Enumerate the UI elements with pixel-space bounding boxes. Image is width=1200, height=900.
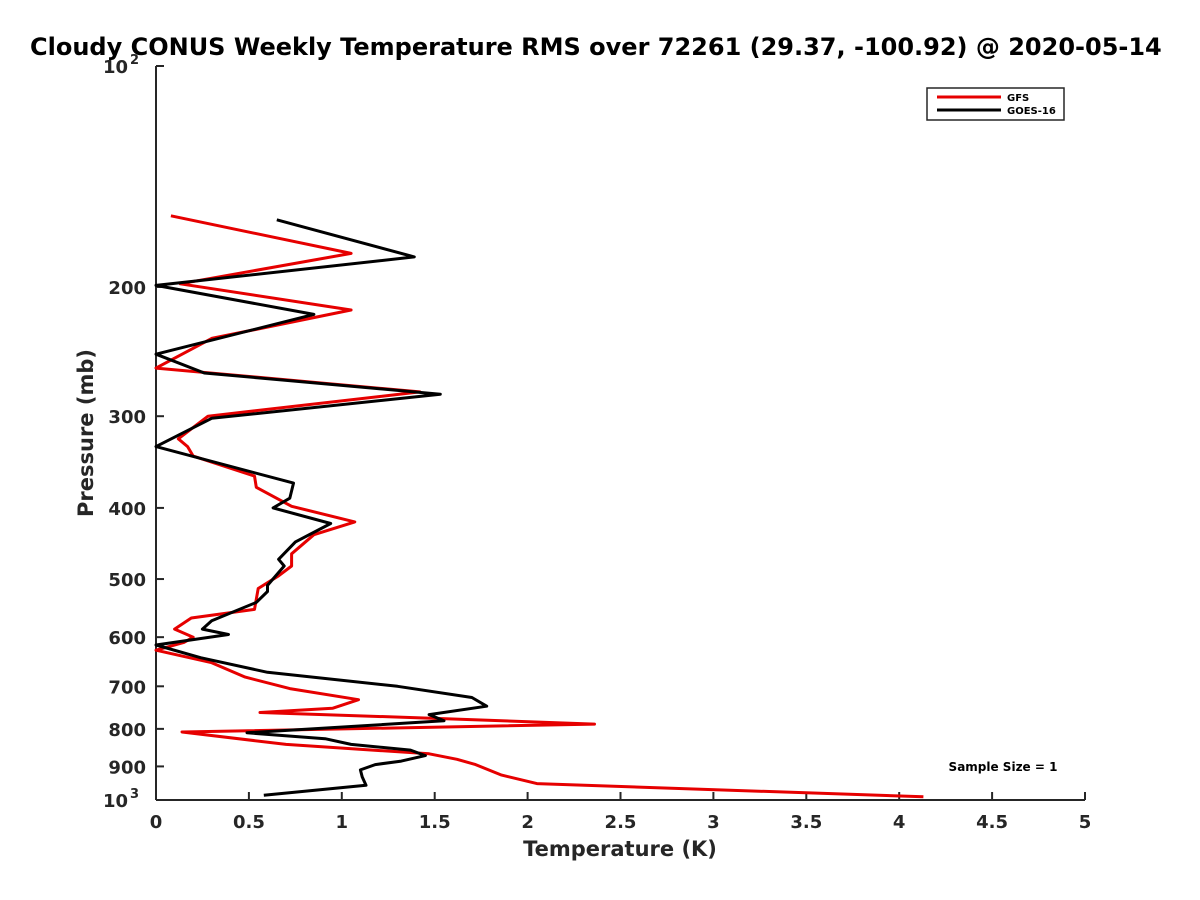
x-axis-label: Temperature (K): [523, 837, 717, 861]
x-tick-label: 0: [150, 812, 163, 833]
y-tick-label: 10: [103, 57, 128, 78]
y-tick-label-exponent: 3: [130, 787, 139, 802]
series-line-goes-16: [154, 218, 489, 797]
y-tick-label: 300: [108, 407, 146, 428]
x-tick-label: 2: [521, 812, 534, 833]
x-tick-label: 0.5: [233, 812, 265, 833]
y-axis-label: Pressure (mb): [74, 349, 98, 517]
x-ticks: 0 0.5 1 1.5 2 2.5 3 3.5 4 4.5 5: [150, 792, 1092, 833]
x-tick-label: 1.5: [419, 812, 451, 833]
x-tick-label: 4.5: [976, 812, 1008, 833]
series-layer: [154, 214, 924, 799]
y-tick-label: 10: [103, 791, 128, 812]
x-tick-label: 4: [893, 812, 906, 833]
x-tick-label: 2.5: [605, 812, 637, 833]
x-tick-label: 1: [336, 812, 349, 833]
y-tick-label: 800: [108, 720, 146, 741]
x-tick-label: 5: [1079, 812, 1092, 833]
series-line-gfs: [154, 214, 924, 799]
legend-box: [926, 87, 1065, 121]
y-tick-label: 400: [108, 499, 146, 520]
y-tick-label: 600: [108, 628, 146, 649]
y-tick-label: 200: [108, 278, 146, 299]
x-tick-label: 3: [707, 812, 720, 833]
y-tick-label-exponent: 2: [130, 53, 139, 68]
legend-label: GOES-16: [1007, 106, 1056, 117]
legend-label: GFS: [1007, 93, 1029, 104]
y-tick-label: 900: [108, 757, 146, 778]
chart-title: Cloudy CONUS Weekly Temperature RMS over…: [30, 33, 1162, 61]
legend: GFS GOES-16: [926, 87, 1065, 121]
y-tick-label: 700: [108, 677, 146, 698]
sample-size-annotation: Sample Size = 1: [949, 760, 1058, 774]
x-tick-label: 3.5: [790, 812, 822, 833]
y-tick-label: 500: [108, 570, 146, 591]
